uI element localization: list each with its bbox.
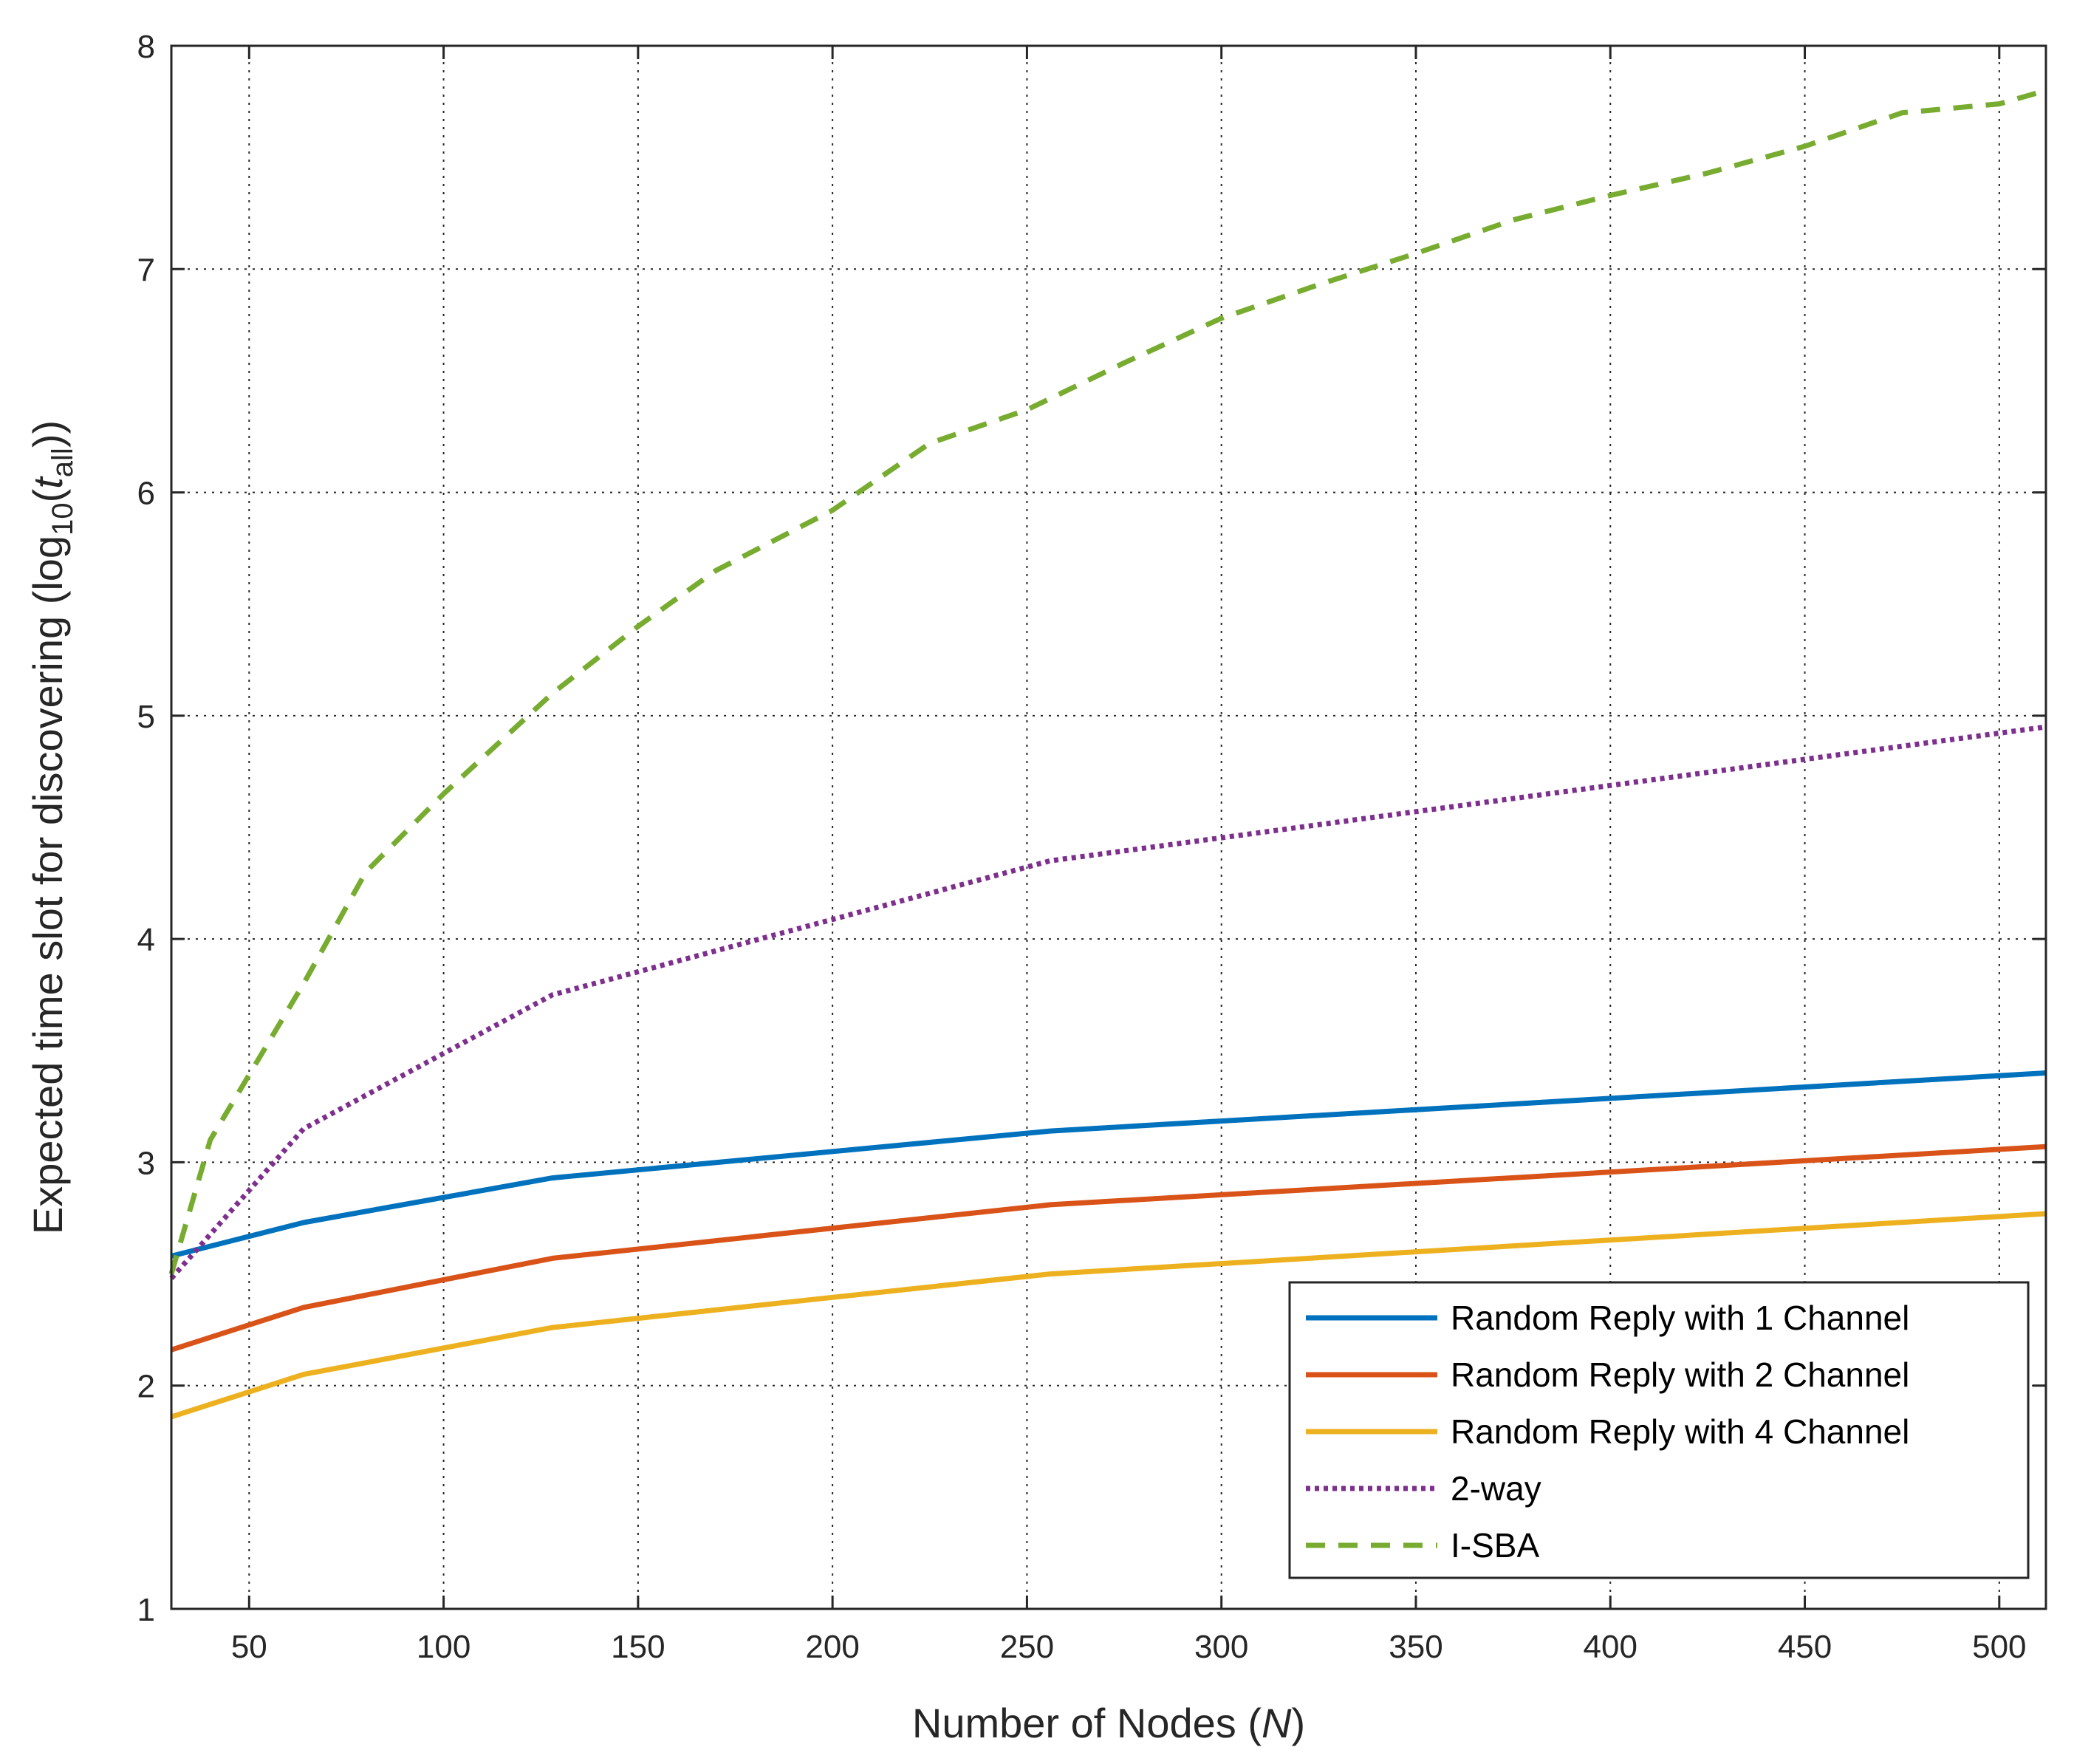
x-tick-label: 500 (1972, 1629, 2026, 1665)
series-line-4 (169, 724, 2047, 1280)
x-tick-label: 300 (1194, 1629, 1248, 1665)
y-tick-label: 8 (137, 29, 155, 65)
y-tick-label: 2 (137, 1369, 155, 1405)
legend-label-5: I-SBA (1451, 1526, 1539, 1565)
series-line-5 (168, 88, 2047, 1275)
x-axis-label: Number of Nodes (N) (912, 1700, 1305, 1746)
y-tick-label: 6 (137, 476, 155, 512)
series-line-2 (170, 1143, 2047, 1353)
legend-label-2: Random Reply with 2 Channel (1451, 1356, 1909, 1394)
x-tick-label: 450 (1778, 1629, 1832, 1665)
legend-label-4: 2-way (1451, 1469, 1541, 1508)
series-line-1 (171, 1070, 2047, 1259)
legend-label-3: Random Reply with 4 Channel (1451, 1412, 1909, 1451)
y-tick-label: 3 (137, 1145, 155, 1181)
x-tick-label: 200 (805, 1629, 859, 1665)
axes-box (170, 44, 2047, 1610)
y-tick-label: 5 (137, 699, 155, 735)
y-axis-label: Expected time slot for discovering (log1… (24, 420, 79, 1234)
x-tick-label: 150 (611, 1629, 665, 1665)
x-tick-label: 350 (1389, 1629, 1442, 1665)
x-tick-label: 100 (417, 1629, 470, 1665)
x-tick-label: 50 (231, 1629, 267, 1665)
legend-label-1: Random Reply with 1 Channel (1451, 1299, 1909, 1337)
y-tick-label: 1 (137, 1592, 155, 1628)
x-tick-label: 400 (1584, 1629, 1637, 1665)
axis-ticks: 50 100 150 200 250 300 350 400 450 500 1 2 3 4 5 6 7 8 (137, 29, 2046, 1665)
series-line-3 (170, 1211, 2047, 1420)
y-tick-label: 4 (137, 922, 155, 958)
legend: Random Reply with 1 Channel Random Reply … (1288, 1281, 2030, 1579)
x-tick-label: 250 (1000, 1629, 1054, 1665)
y-tick-label: 7 (137, 252, 155, 288)
series-lines (168, 88, 2047, 1420)
